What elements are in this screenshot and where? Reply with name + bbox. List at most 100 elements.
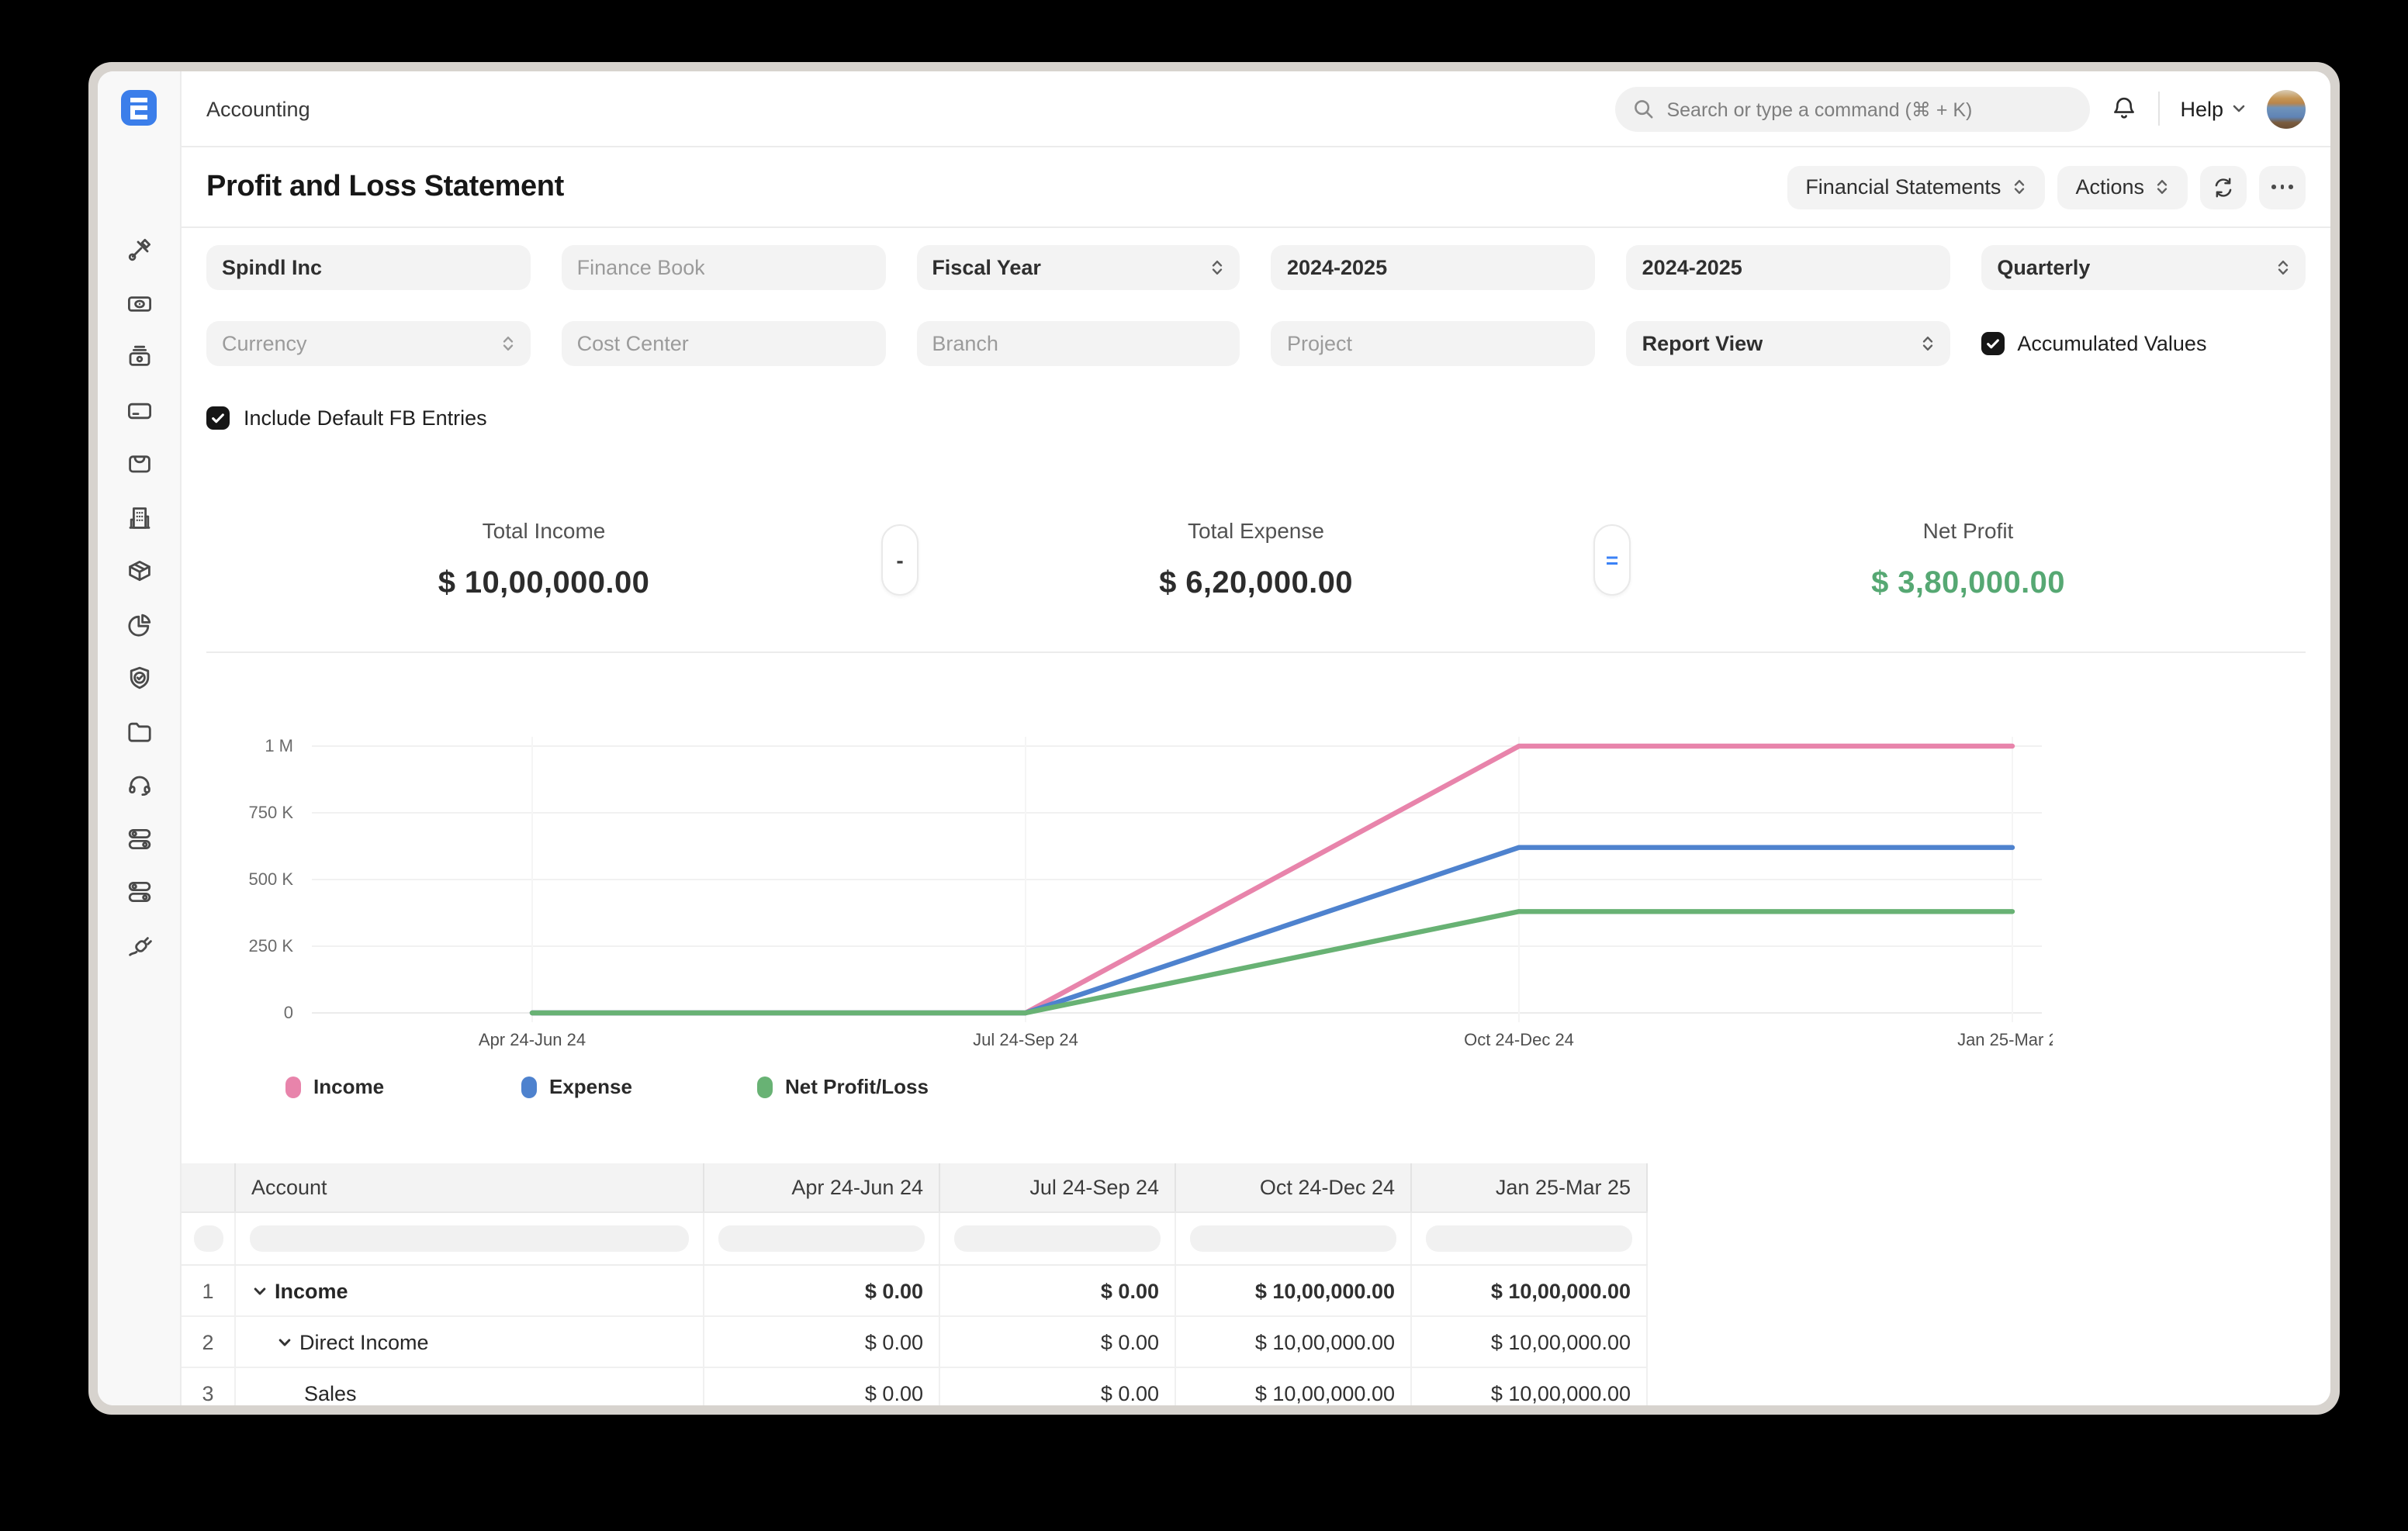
income-legend-label: Income bbox=[313, 1075, 385, 1098]
q4-filter-input[interactable] bbox=[1426, 1225, 1632, 1252]
toggles-icon[interactable] bbox=[125, 824, 153, 852]
expense-legend-marker bbox=[521, 1076, 537, 1097]
select-caret-icon bbox=[1213, 261, 1223, 275]
shield-check-icon[interactable] bbox=[125, 664, 153, 692]
check-icon bbox=[1987, 339, 2000, 349]
collapse-chevron-icon[interactable] bbox=[276, 1333, 293, 1350]
include-default-fb-option: Include Default FB Entries bbox=[206, 406, 487, 430]
q2-filter-input[interactable] bbox=[954, 1225, 1161, 1252]
account-column-header[interactable]: Account bbox=[236, 1163, 704, 1211]
svg-text:500 K: 500 K bbox=[249, 869, 294, 889]
row-number-filter-input[interactable] bbox=[193, 1225, 223, 1252]
q1-column-header[interactable]: Apr 24-Jun 24 bbox=[704, 1163, 940, 1211]
expense-claim-icon[interactable] bbox=[125, 289, 153, 317]
report-content: Spindl Inc Finance Book Fiscal Year 2024… bbox=[182, 228, 2330, 1405]
table-row-direct-income[interactable]: 2 Direct Income $ 0.00 $ 0.00 $ 10,00,00… bbox=[182, 1317, 1648, 1368]
building-icon[interactable] bbox=[125, 503, 153, 531]
row-number: 1 bbox=[182, 1266, 236, 1315]
help-menu[interactable]: Help bbox=[2180, 97, 2247, 120]
filter-end-year[interactable]: 2024-2025 bbox=[1626, 245, 1951, 290]
svg-text:Jan 25-Mar 25: Jan 25-Mar 25 bbox=[1957, 1030, 2053, 1049]
credit-card-icon[interactable] bbox=[125, 396, 153, 424]
shopping-bag-icon[interactable] bbox=[125, 450, 153, 478]
legend-item-expense: Expense bbox=[521, 1075, 757, 1098]
collapse-chevron-icon[interactable] bbox=[251, 1282, 268, 1299]
toggles-alt-icon[interactable] bbox=[125, 878, 153, 906]
refresh-icon bbox=[2215, 177, 2232, 197]
filter-branch[interactable]: Branch bbox=[916, 321, 1240, 366]
top-bar: Accounting Search or type a command (⌘ +… bbox=[182, 71, 2330, 147]
summary-strip: Total Income $ 10,00,000.00 - Total Expe… bbox=[206, 467, 2306, 653]
filter-currency-select[interactable]: Currency bbox=[206, 321, 531, 366]
filter-project[interactable]: Project bbox=[1271, 321, 1596, 366]
net-profit-label: Net Profit bbox=[1922, 517, 2014, 542]
search-input[interactable]: Search or type a command (⌘ + K) bbox=[1615, 86, 2091, 131]
svg-text:0: 0 bbox=[284, 1003, 293, 1022]
filter-cost-center[interactable]: Cost Center bbox=[561, 321, 886, 366]
q1-value: $ 0.00 bbox=[704, 1266, 940, 1315]
refresh-button[interactable] bbox=[2200, 165, 2247, 209]
accumulated-values-checkbox[interactable] bbox=[1981, 332, 2005, 355]
income-legend-marker bbox=[285, 1076, 301, 1097]
total-income-stat: Total Income $ 10,00,000.00 bbox=[206, 517, 881, 601]
tools-icon[interactable] bbox=[125, 236, 153, 264]
total-income-value: $ 10,00,000.00 bbox=[438, 565, 650, 600]
account-filter-input[interactable] bbox=[250, 1225, 689, 1252]
q2-value: $ 0.00 bbox=[940, 1368, 1176, 1405]
app-title: Accounting bbox=[206, 97, 310, 120]
help-label: Help bbox=[2180, 97, 2223, 120]
notifications-bell-icon[interactable] bbox=[2110, 95, 2138, 123]
net-profit-legend-marker bbox=[757, 1076, 773, 1097]
q3-value: $ 10,00,000.00 bbox=[1176, 1266, 1412, 1315]
user-avatar[interactable] bbox=[2267, 89, 2306, 128]
app-window-content: Accounting Search or type a command (⌘ +… bbox=[98, 71, 2330, 1405]
q2-value: $ 0.00 bbox=[940, 1317, 1176, 1367]
cash-register-icon[interactable] bbox=[125, 343, 153, 371]
headset-icon[interactable] bbox=[125, 771, 153, 799]
search-placeholder: Search or type a command (⌘ + K) bbox=[1666, 98, 1973, 120]
search-icon bbox=[1635, 100, 1653, 119]
table-row-income[interactable]: 1 Income $ 0.00 $ 0.00 $ 10,00,000.00 $ … bbox=[182, 1266, 1648, 1317]
package-icon[interactable] bbox=[125, 557, 153, 585]
svg-text:Jul 24-Sep 24: Jul 24-Sep 24 bbox=[973, 1030, 1078, 1049]
filter-start-year[interactable]: 2024-2025 bbox=[1271, 245, 1596, 290]
q3-filter-input[interactable] bbox=[1190, 1225, 1396, 1252]
select-caret-icon bbox=[2014, 180, 2024, 194]
accumulated-values-option: Accumulated Values bbox=[1981, 321, 2306, 366]
minus-operator: - bbox=[881, 524, 919, 595]
filter-periodicity-select[interactable]: Quarterly bbox=[1981, 245, 2306, 290]
q2-column-header[interactable]: Jul 24-Sep 24 bbox=[940, 1163, 1176, 1211]
actions-dropdown[interactable]: Actions bbox=[2057, 165, 2188, 209]
legend-item-net-profit: Net Profit/Loss bbox=[757, 1075, 993, 1098]
expense-legend-label: Expense bbox=[549, 1075, 632, 1098]
financial-statements-label: Financial Statements bbox=[1805, 175, 2001, 199]
more-options-button[interactable] bbox=[2259, 165, 2306, 209]
filter-fiscal-year-select[interactable]: Fiscal Year bbox=[916, 245, 1240, 290]
q2-value: $ 0.00 bbox=[940, 1266, 1176, 1315]
app-logo[interactable] bbox=[121, 90, 157, 126]
include-default-fb-checkbox[interactable] bbox=[206, 406, 230, 430]
q4-value: $ 10,00,000.00 bbox=[1412, 1266, 1648, 1315]
net-profit-value: $ 3,80,000.00 bbox=[1871, 565, 2065, 600]
plug-icon[interactable] bbox=[125, 931, 153, 959]
financial-statements-dropdown[interactable]: Financial Statements bbox=[1787, 165, 2045, 209]
filter-report-view-select[interactable]: Report View bbox=[1626, 321, 1951, 366]
account-name: Direct Income bbox=[299, 1330, 429, 1353]
row-number-header bbox=[182, 1163, 236, 1211]
select-caret-icon bbox=[2278, 261, 2289, 275]
check-icon bbox=[212, 413, 224, 423]
filter-company[interactable]: Spindl Inc bbox=[206, 245, 531, 290]
q4-value: $ 10,00,000.00 bbox=[1412, 1368, 1648, 1405]
filter-finance-book[interactable]: Finance Book bbox=[561, 245, 886, 290]
report-table: Account Apr 24-Jun 24 Jul 24-Sep 24 Oct … bbox=[182, 1163, 1648, 1405]
actions-label: Actions bbox=[2075, 175, 2144, 199]
q4-value: $ 10,00,000.00 bbox=[1412, 1317, 1648, 1367]
q4-column-header[interactable]: Jan 25-Mar 25 bbox=[1412, 1163, 1648, 1211]
include-default-fb-label: Include Default FB Entries bbox=[244, 406, 487, 430]
folder-icon[interactable] bbox=[125, 717, 153, 745]
q3-column-header[interactable]: Oct 24-Dec 24 bbox=[1176, 1163, 1412, 1211]
q1-filter-input[interactable] bbox=[718, 1225, 925, 1252]
pie-chart-icon[interactable] bbox=[125, 610, 153, 638]
table-row-sales[interactable]: 3 Sales $ 0.00 $ 0.00 $ 10,00,000.00 $ 1… bbox=[182, 1368, 1648, 1405]
